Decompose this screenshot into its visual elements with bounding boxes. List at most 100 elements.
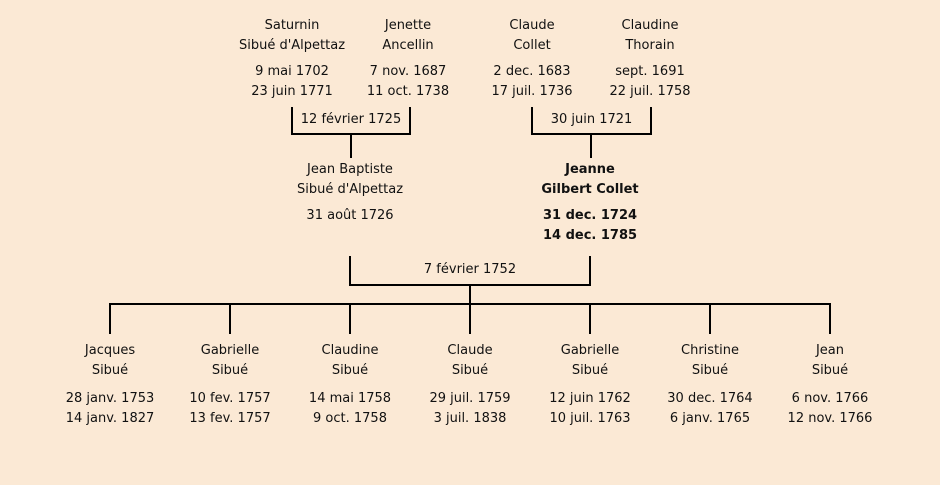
person-name: Claude Sibué	[410, 341, 530, 381]
last-name: Sibué	[91, 363, 129, 378]
last-name: Sibué	[691, 363, 729, 378]
death-date: 13 fev. 1757	[189, 411, 271, 426]
birth-date: 31 dec. 1724	[542, 208, 638, 223]
person-gabrielle-sibue-1757[interactable]: Gabrielle Sibué 10 fev. 1757 13 fev. 175…	[170, 341, 290, 429]
birth-date: 12 juin 1762	[549, 391, 631, 406]
last-name: Sibué	[331, 363, 369, 378]
death-date: 23 juin 1771	[251, 84, 333, 99]
child-drop-connector-2	[229, 303, 231, 334]
last-name: Collet	[513, 38, 551, 53]
person-name: Jean Sibué	[770, 341, 890, 381]
birth-date: 10 fev. 1757	[189, 391, 271, 406]
marriage-1725-father-connector	[291, 107, 293, 135]
last-name: Sibué	[811, 363, 849, 378]
person-dates: 9 mai 1702 23 juin 1771	[212, 62, 372, 102]
child-drop-connector-5	[589, 303, 591, 334]
first-name: Gabrielle	[560, 343, 620, 358]
person-saturnin-sibue[interactable]: Saturnin Sibué d'Alpettaz 9 mai 1702 23 …	[212, 16, 372, 102]
birth-date: 7 nov. 1687	[369, 64, 447, 79]
person-claudine-sibue[interactable]: Claudine Sibué 14 mai 1758 9 oct. 1758	[290, 341, 410, 429]
birth-date: 29 juil. 1759	[429, 391, 511, 406]
person-dates: 29 juil. 1759 3 juil. 1838	[410, 389, 530, 429]
first-name: Claudine	[321, 343, 379, 358]
person-dates: 2 dec. 1683 17 juil. 1736	[452, 62, 612, 102]
marriage-1752-mother-connector	[589, 256, 591, 286]
birth-date: 28 janv. 1753	[65, 391, 155, 406]
last-name: Sibué d'Alpettaz	[238, 38, 346, 53]
child-drop-connector-7	[829, 303, 831, 334]
person-name: Jean Baptiste Sibué d'Alpettaz	[250, 160, 450, 200]
person-claudine-thorain[interactable]: Claudine Thorain sept. 1691 22 juil. 175…	[570, 16, 730, 102]
first-name: Jeanne	[565, 162, 615, 177]
person-gabrielle-sibue-1762[interactable]: Gabrielle Sibué 12 juin 1762 10 juil. 17…	[530, 341, 650, 429]
person-dates: 31 dec. 1724 14 dec. 1785	[490, 206, 690, 246]
birth-date: 31 août 1726	[306, 208, 394, 223]
person-name: Jacques Sibué	[50, 341, 170, 381]
first-name: Jacques	[84, 343, 136, 358]
marriage-date-1752: 7 février 1752	[423, 262, 517, 277]
marriage-1725-mother-connector	[409, 107, 411, 135]
last-name: Sibué	[211, 363, 249, 378]
person-dates: 28 janv. 1753 14 janv. 1827	[50, 389, 170, 429]
person-dates: 6 nov. 1766 12 nov. 1766	[770, 389, 890, 429]
birth-date: 30 dec. 1764	[667, 391, 753, 406]
first-name: Gabrielle	[200, 343, 260, 358]
person-dates: sept. 1691 22 juil. 1758	[570, 62, 730, 102]
child-drop-connector-4	[469, 303, 471, 334]
person-name: Claudine Thorain	[570, 16, 730, 56]
first-name: Jean	[815, 343, 845, 358]
person-dates: 12 juin 1762 10 juil. 1763	[530, 389, 650, 429]
marriage-1721-child-connector	[590, 135, 592, 158]
birth-date: 9 mai 1702	[255, 64, 329, 79]
death-date: 14 dec. 1785	[542, 228, 638, 243]
last-name: Sibué	[451, 363, 489, 378]
last-name: Ancellin	[382, 38, 434, 53]
person-dates: 7 nov. 1687 11 oct. 1738	[328, 62, 488, 102]
death-date: 22 juil. 1758	[609, 84, 691, 99]
person-jenette-ancellin[interactable]: Jenette Ancellin 7 nov. 1687 11 oct. 173…	[328, 16, 488, 102]
marriage-date-1725: 12 février 1725	[300, 112, 402, 127]
person-jean-sibue[interactable]: Jean Sibué 6 nov. 1766 12 nov. 1766	[770, 341, 890, 429]
person-claude-sibue[interactable]: Claude Sibué 29 juil. 1759 3 juil. 1838	[410, 341, 530, 429]
marriage-1752-father-connector	[349, 256, 351, 286]
death-date: 6 janv. 1765	[669, 411, 751, 426]
person-name: Saturnin Sibué d'Alpettaz	[212, 16, 372, 56]
child-drop-connector-3	[349, 303, 351, 334]
person-name: Jenette Ancellin	[328, 16, 488, 56]
first-name: Claude	[509, 18, 555, 33]
person-name: Claude Collet	[452, 16, 612, 56]
child-drop-connector-1	[109, 303, 111, 334]
marriage-1721-mother-connector	[650, 107, 652, 135]
marriage-1725-bottom-connector	[291, 133, 411, 135]
person-name: Claudine Sibué	[290, 341, 410, 381]
person-jacques-sibue[interactable]: Jacques Sibué 28 janv. 1753 14 janv. 182…	[50, 341, 170, 429]
person-claude-collet[interactable]: Claude Collet 2 dec. 1683 17 juil. 1736	[452, 16, 612, 102]
person-jeanne-gilbert-collet[interactable]: Jeanne Gilbert Collet 31 dec. 1724 14 de…	[490, 160, 690, 246]
death-date: 17 juil. 1736	[491, 84, 573, 99]
death-date: 11 oct. 1738	[366, 84, 450, 99]
last-name: Thorain	[625, 38, 675, 53]
first-name: Claudine	[621, 18, 679, 33]
death-date: 14 janv. 1827	[65, 411, 155, 426]
person-name: Gabrielle Sibué	[530, 341, 650, 381]
person-christine-sibue[interactable]: Christine Sibué 30 dec. 1764 6 janv. 176…	[650, 341, 770, 429]
child-drop-connector-6	[709, 303, 711, 334]
marriage-date-1721: 30 juin 1721	[550, 112, 633, 127]
death-date: 10 juil. 1763	[549, 411, 631, 426]
first-name: Claude	[447, 343, 493, 358]
person-dates: 10 fev. 1757 13 fev. 1757	[170, 389, 290, 429]
last-name: Sibué d'Alpettaz	[296, 182, 404, 197]
person-name: Jeanne Gilbert Collet	[490, 160, 690, 200]
person-jean-baptiste-sibue[interactable]: Jean Baptiste Sibué d'Alpettaz 31 août 1…	[250, 160, 450, 226]
last-name: Sibué	[571, 363, 609, 378]
birth-date: sept. 1691	[615, 64, 685, 79]
person-dates: 30 dec. 1764 6 janv. 1765	[650, 389, 770, 429]
marriage-1752-child-connector	[469, 286, 471, 304]
birth-date: 6 nov. 1766	[791, 391, 869, 406]
death-date: 3 juil. 1838	[433, 411, 507, 426]
person-dates: 31 août 1726	[250, 206, 450, 226]
marriage-1752-bottom-connector	[349, 284, 591, 286]
last-name: Gilbert Collet	[541, 182, 639, 197]
death-date: 12 nov. 1766	[787, 411, 873, 426]
